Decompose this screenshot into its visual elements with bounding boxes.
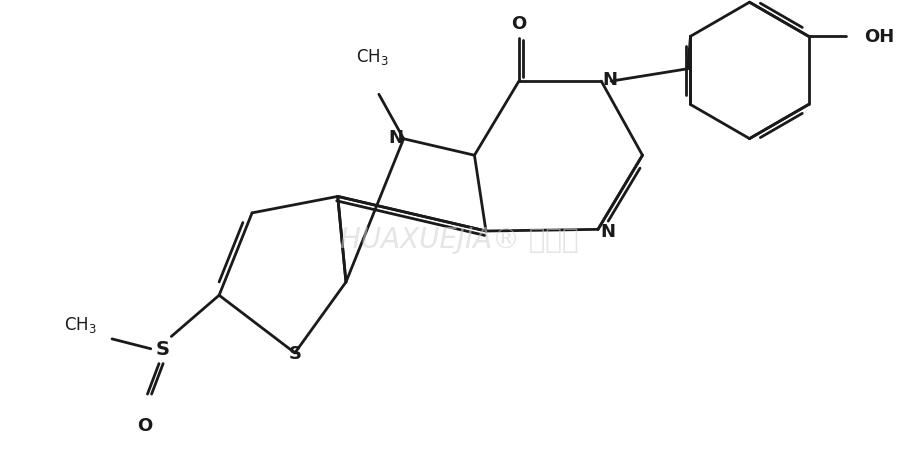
Text: N: N — [388, 129, 403, 147]
Text: N: N — [602, 71, 617, 89]
Text: CH$_3$: CH$_3$ — [65, 314, 97, 334]
Text: N: N — [600, 223, 615, 240]
Text: O: O — [138, 417, 153, 434]
Text: OH: OH — [864, 28, 894, 46]
Text: HUAXUEJIA® 化学嘉: HUAXUEJIA® 化学嘉 — [341, 226, 578, 254]
Text: S: S — [289, 344, 302, 362]
Text: O: O — [511, 15, 527, 33]
Text: S: S — [156, 339, 170, 358]
Text: CH$_3$: CH$_3$ — [356, 47, 389, 67]
